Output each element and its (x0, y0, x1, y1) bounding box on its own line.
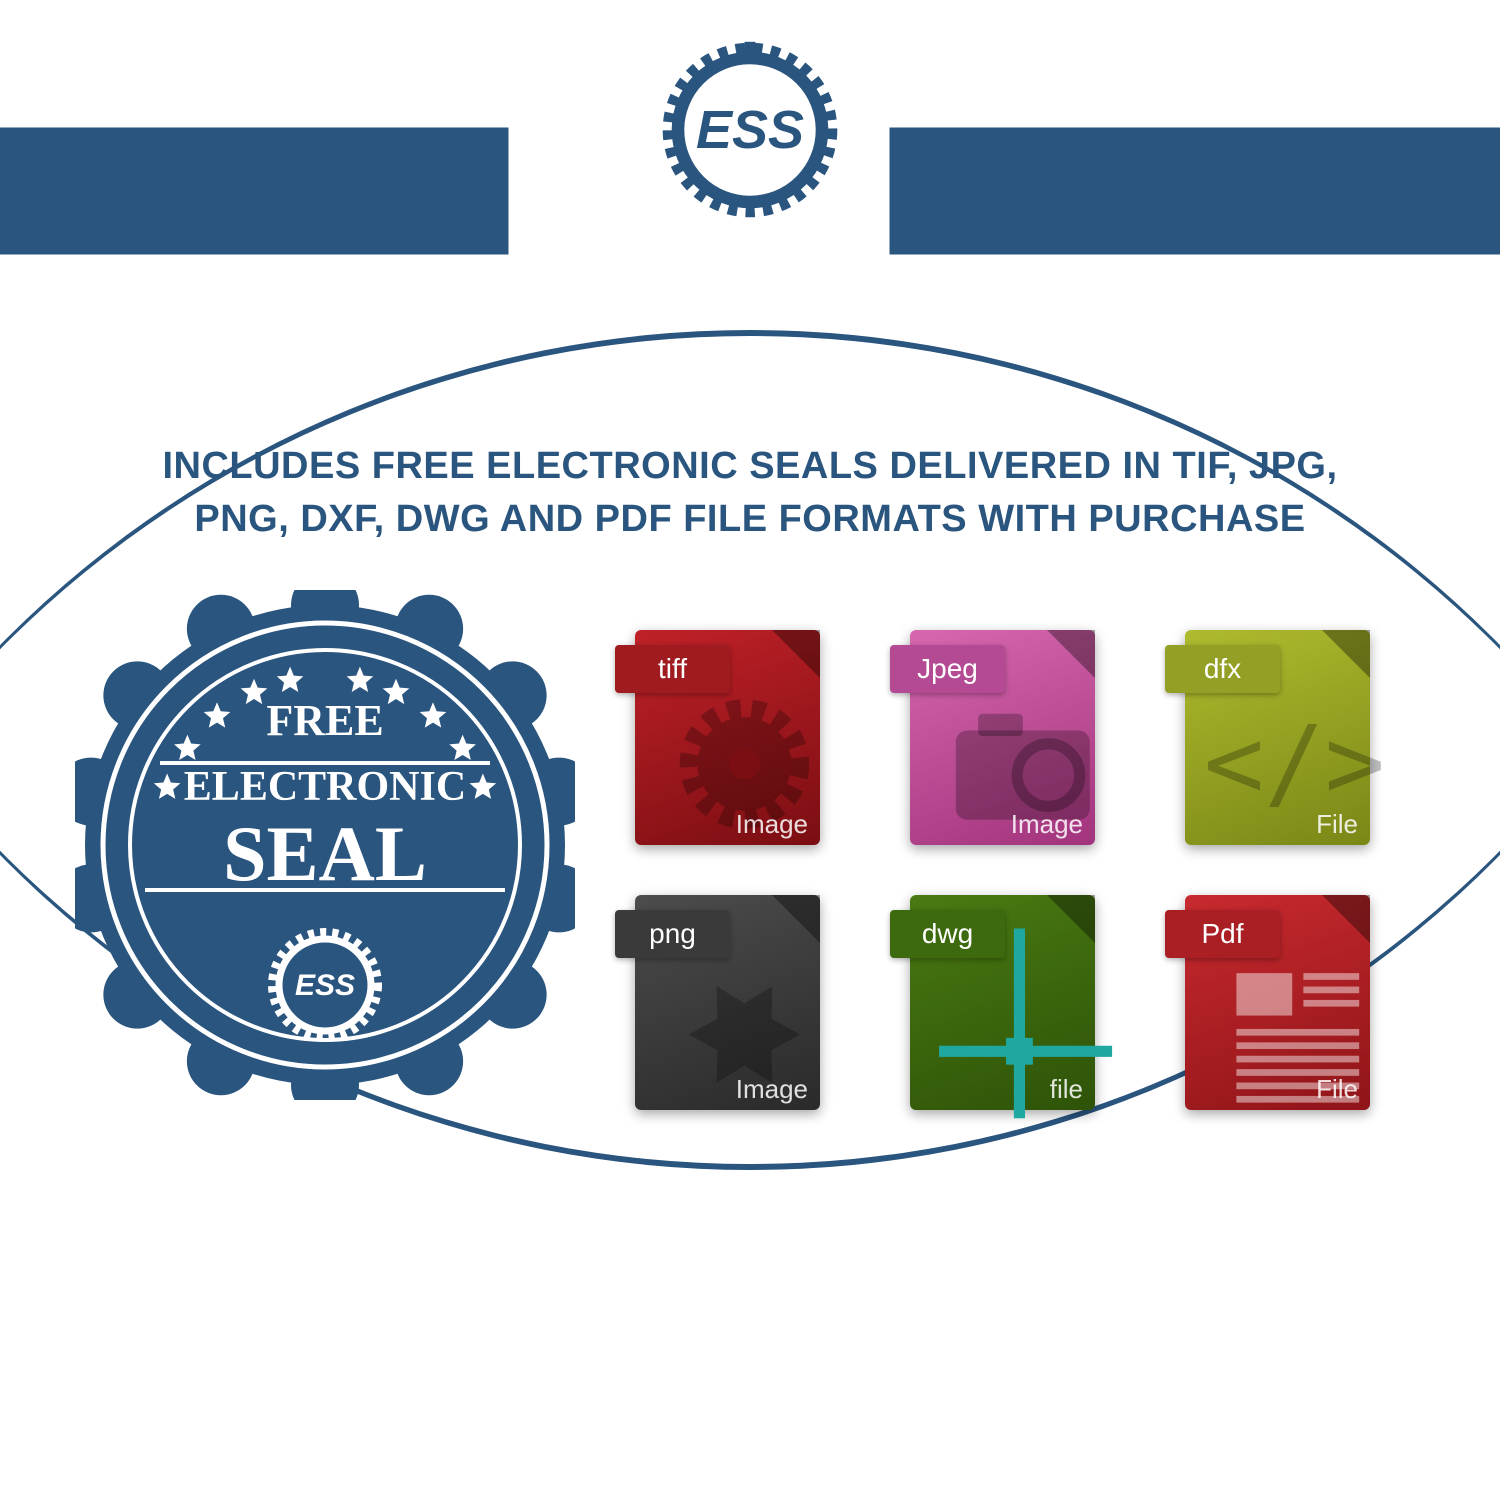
file-icon-dfx: </>dfxFile (1160, 610, 1380, 850)
file-bottom-label: Image (736, 1074, 808, 1105)
file-tab-label: dfx (1165, 645, 1280, 693)
ess-logo: ESS (630, 0, 870, 260)
file-bottom-label: file (1050, 1074, 1083, 1105)
file-icon-png: png Image (610, 875, 830, 1115)
file-icons-grid: tiffImage JpegImage</>dfxFilepngImage dw… (610, 610, 1450, 1115)
headline: INCLUDES FREE ELECTRONIC SEALS DELIVERED… (0, 440, 1500, 546)
gear-icon: ESS (660, 40, 840, 220)
svg-text:ELECTRONIC: ELECTRONIC (184, 764, 466, 810)
svg-text:SEAL: SEAL (223, 810, 427, 897)
headline-line1: INCLUDES FREE ELECTRONIC SEALS DELIVERED… (80, 440, 1420, 493)
file-bottom-label: Image (1011, 809, 1083, 840)
file-tab-label: Pdf (1165, 910, 1280, 958)
footer-text: all files are provided as-is (1024, 1208, 1430, 1250)
file-icon-tiff: tiff Image (610, 610, 830, 850)
infographic-canvas: ESS INCLUDES FREE ELECTRONIC SEALS DELIV… (0, 0, 1500, 1500)
file-icon-dwg: dwg file (885, 875, 1105, 1115)
svg-text:FREE: FREE (266, 696, 383, 745)
file-bottom-label: File (1316, 809, 1358, 840)
file-tab-label: png (615, 910, 730, 958)
headline-line2: PNG, DXF, DWG AND PDF FILE FORMATS WITH … (80, 493, 1420, 546)
ess-logo-text: ESS (696, 99, 804, 161)
file-icon-pdf: Pdf File (1160, 875, 1380, 1115)
file-bottom-label: Image (736, 809, 808, 840)
svg-text:ESS: ESS (295, 969, 355, 1002)
seal-badge: FREE ELECTRONIC SEAL ESS (75, 590, 575, 1100)
file-tab-label: dwg (890, 910, 1005, 958)
file-bottom-label: File (1316, 1074, 1358, 1105)
file-tab-label: Jpeg (890, 645, 1005, 693)
file-icon-jpeg: Jpeg Image (885, 610, 1105, 850)
file-tab-label: tiff (615, 645, 730, 693)
